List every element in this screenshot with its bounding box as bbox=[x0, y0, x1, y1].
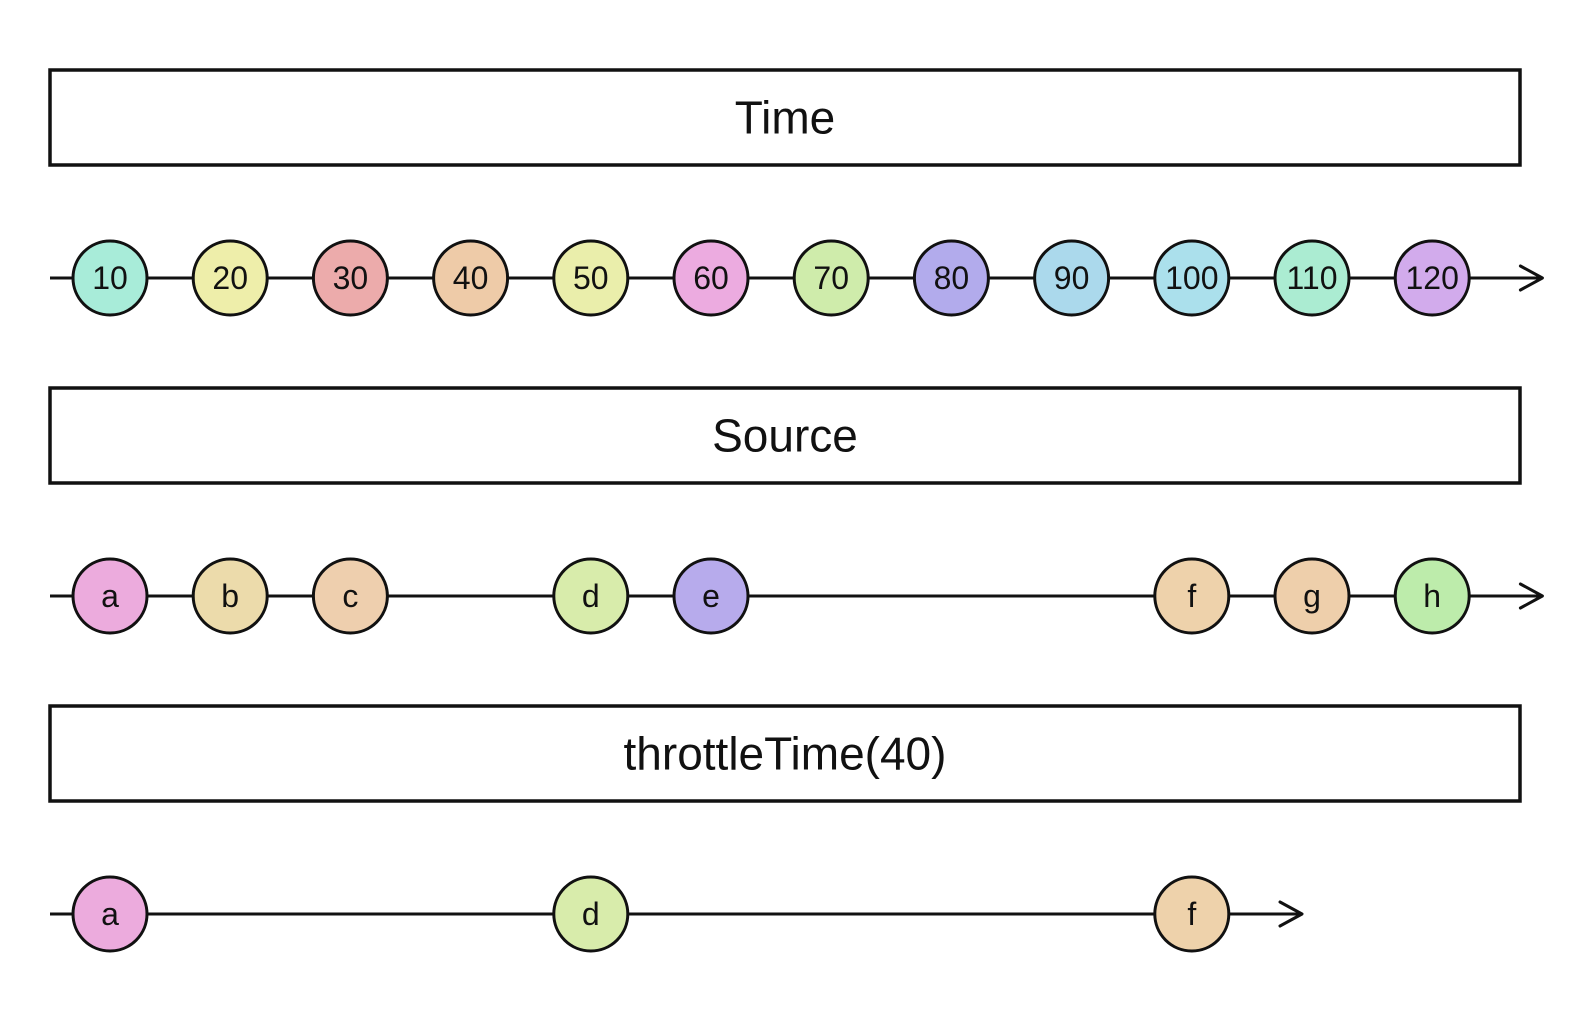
marble-label: c bbox=[342, 578, 358, 614]
marble-circle bbox=[191, 239, 269, 317]
marble-e: e bbox=[672, 557, 750, 635]
marble-circle bbox=[792, 239, 870, 317]
operator-box bbox=[48, 68, 1522, 167]
marble-50: 50 bbox=[552, 239, 630, 317]
marble-f: f bbox=[1153, 875, 1231, 953]
marble-label: 70 bbox=[813, 260, 849, 296]
marble-90: 90 bbox=[1033, 239, 1111, 317]
marble-a: a bbox=[71, 875, 149, 953]
marble-label: b bbox=[221, 578, 239, 614]
marble-label: 60 bbox=[693, 260, 729, 296]
marble-label: 120 bbox=[1406, 260, 1459, 296]
timeline-arrow-icon bbox=[1278, 900, 1304, 928]
marble-circle bbox=[1273, 557, 1351, 635]
marble-b: b bbox=[191, 557, 269, 635]
operator-label: throttleTime(40) bbox=[624, 728, 947, 780]
marble-label: f bbox=[1187, 896, 1196, 932]
marble-circle bbox=[912, 239, 990, 317]
marble-60: 60 bbox=[672, 239, 750, 317]
marble-circle bbox=[1153, 239, 1231, 317]
marble-label: 100 bbox=[1165, 260, 1218, 296]
marble-circle bbox=[71, 875, 149, 953]
panel-source: Source a b c d e f g h bbox=[48, 386, 1544, 635]
marble-circle bbox=[432, 239, 510, 317]
marble-label: h bbox=[1423, 578, 1441, 614]
marble-circle bbox=[1273, 239, 1351, 317]
marble-circle bbox=[672, 557, 750, 635]
marble-circle bbox=[1153, 557, 1231, 635]
operator-label: Time bbox=[735, 92, 836, 144]
marble-circle bbox=[71, 557, 149, 635]
marble-circle bbox=[71, 239, 149, 317]
marble-label: 30 bbox=[333, 260, 369, 296]
marble-80: 80 bbox=[912, 239, 990, 317]
marble-110: 110 bbox=[1273, 239, 1351, 317]
timeline-arrow-icon bbox=[1518, 264, 1544, 292]
panel-time: Time 10 20 30 40 50 60 70 80 90 100 110 120 bbox=[48, 68, 1544, 317]
marble-d: d bbox=[552, 875, 630, 953]
marble-label: g bbox=[1303, 578, 1321, 614]
marble-f: f bbox=[1153, 557, 1231, 635]
marble-70: 70 bbox=[792, 239, 870, 317]
marble-circle bbox=[672, 239, 750, 317]
marble-c: c bbox=[311, 557, 389, 635]
marble-120: 120 bbox=[1393, 239, 1471, 317]
operator-box bbox=[48, 704, 1522, 803]
marble-circle bbox=[311, 239, 389, 317]
operator-box bbox=[48, 386, 1522, 485]
marble-circle bbox=[1033, 239, 1111, 317]
marble-label: d bbox=[582, 896, 600, 932]
marble-label: 80 bbox=[934, 260, 970, 296]
timeline-arrow-icon bbox=[1518, 582, 1544, 610]
operator-label: Source bbox=[712, 410, 858, 462]
marble-a: a bbox=[71, 557, 149, 635]
marble-d: d bbox=[552, 557, 630, 635]
marble-circle bbox=[311, 557, 389, 635]
marble-label: 50 bbox=[573, 260, 609, 296]
marble-label: 20 bbox=[212, 260, 248, 296]
marble-40: 40 bbox=[432, 239, 510, 317]
marble-label: 40 bbox=[453, 260, 489, 296]
marble-circle bbox=[552, 239, 630, 317]
marble-label: a bbox=[101, 896, 119, 932]
marble-label: d bbox=[582, 578, 600, 614]
marble-circle bbox=[1393, 239, 1471, 317]
marble-label: a bbox=[101, 578, 119, 614]
marble-label: 90 bbox=[1054, 260, 1090, 296]
marble-label: 10 bbox=[92, 260, 128, 296]
marble-10: 10 bbox=[71, 239, 149, 317]
marble-circle bbox=[191, 557, 269, 635]
marble-circle bbox=[552, 875, 630, 953]
marble-30: 30 bbox=[311, 239, 389, 317]
marble-circle bbox=[1393, 557, 1471, 635]
marble-g: g bbox=[1273, 557, 1351, 635]
marble-h: h bbox=[1393, 557, 1471, 635]
marble-label: f bbox=[1187, 578, 1196, 614]
marble-100: 100 bbox=[1153, 239, 1231, 317]
marble-label: 110 bbox=[1286, 260, 1337, 296]
marble-20: 20 bbox=[191, 239, 269, 317]
marble-circle bbox=[1153, 875, 1231, 953]
panel-throttletime-40: throttleTime(40) a d f bbox=[48, 704, 1522, 953]
marble-label: e bbox=[702, 578, 720, 614]
marble-circle bbox=[552, 557, 630, 635]
